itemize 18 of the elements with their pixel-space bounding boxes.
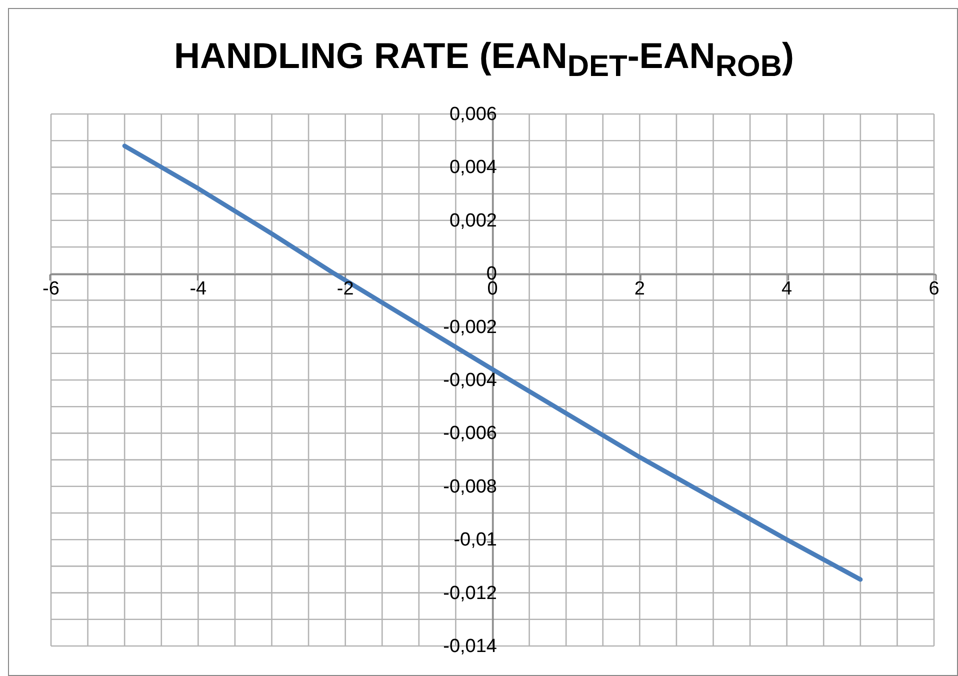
y-tick-label: -0,002: [443, 316, 497, 338]
y-tick-label: -0,012: [443, 582, 497, 604]
y-tick-label: -0,008: [443, 476, 497, 498]
y-tick-label: -0,004: [443, 370, 498, 391]
x-tick-label: 4: [782, 278, 793, 300]
x-tick-label: 6: [928, 278, 940, 300]
line-series: [122, 144, 863, 582]
chart-title: HANDLING RATE (EAN$_{DET}$-EAN$_{ROB}$): [173, 35, 795, 84]
y-tick-label: 0,006: [449, 104, 497, 125]
x-tick-label: -6: [42, 278, 60, 300]
y-tick-label: 0,004: [449, 157, 498, 178]
x-tick-label: -2: [336, 278, 354, 300]
y-tick-label: -0,006: [443, 423, 497, 444]
y-tick-label: -0,014: [443, 636, 498, 657]
x-tick-label: 2: [634, 278, 645, 300]
x-tick-label: -4: [190, 278, 208, 300]
y-tick-label: 0,002: [449, 210, 497, 232]
y-tick-label: -0,01: [454, 530, 497, 551]
